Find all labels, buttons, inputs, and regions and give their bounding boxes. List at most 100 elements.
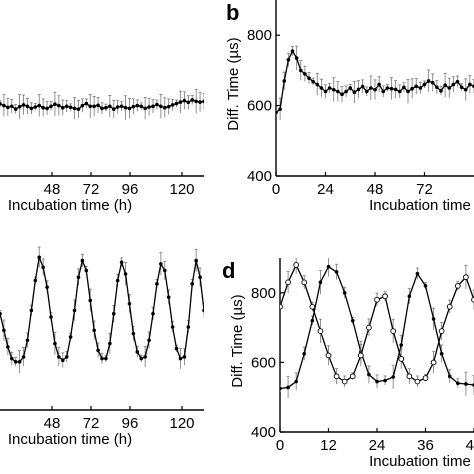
data-point (131, 104, 136, 109)
data-point (280, 386, 282, 391)
data-point (53, 341, 57, 346)
data-point-open (438, 328, 445, 334)
data-point (202, 99, 204, 104)
data-point (410, 86, 414, 91)
y-tick-label: 400 (251, 424, 276, 441)
data-point (159, 104, 163, 109)
data-point (350, 318, 355, 323)
data-point-open (325, 352, 332, 359)
data-point (391, 375, 395, 379)
data-point (327, 86, 332, 90)
panel-1: 48 72 96 120 Incubation time (h) (0, 89, 204, 214)
data-point (182, 98, 187, 103)
data-point-open (471, 296, 474, 303)
data-point (0, 102, 2, 106)
data-point-open (463, 274, 469, 280)
data-point (315, 82, 320, 87)
data-point (119, 260, 124, 265)
data-point (64, 355, 69, 359)
data-point (111, 311, 116, 316)
data-point (72, 106, 77, 111)
data-point (377, 82, 381, 87)
data-point (9, 104, 14, 109)
data-point (360, 84, 365, 89)
data-point (170, 325, 175, 329)
x-tick-label: 48 (44, 415, 61, 432)
y-tick-label: 600 (251, 354, 276, 371)
data-point (49, 104, 53, 109)
data-point (399, 343, 404, 347)
data-point (422, 82, 427, 87)
data-point (381, 89, 386, 94)
data-point (463, 87, 468, 92)
data-point (115, 278, 120, 283)
data-point (190, 282, 195, 286)
x-tick-label: 72 (416, 181, 433, 198)
data-point (29, 106, 34, 111)
y-tick-label: 800 (247, 27, 272, 44)
data-point (451, 82, 456, 87)
data-point (310, 318, 315, 323)
data-point (202, 308, 204, 313)
data-point (84, 268, 89, 273)
data-point (340, 92, 344, 97)
data-point (423, 284, 428, 288)
data-point (96, 348, 100, 353)
data-point-open (366, 324, 372, 331)
x-axis-label: Incubation time (369, 197, 471, 214)
data-point-open (454, 282, 461, 289)
data-point (375, 379, 379, 384)
plot-area (276, 45, 474, 121)
data-point (464, 382, 468, 386)
data-point (418, 86, 423, 90)
panel-label: d (222, 258, 235, 283)
data-point-open (357, 352, 364, 359)
data-point (414, 84, 419, 89)
x-tick-label: 24 (317, 181, 334, 198)
data-point (45, 285, 49, 289)
data-point (406, 89, 410, 94)
data-point (307, 76, 311, 80)
data-point (278, 107, 282, 111)
data-point (174, 101, 179, 106)
data-point (439, 351, 444, 356)
y-axis-label: Diff. Time (µs) (225, 37, 242, 130)
data-point (127, 106, 132, 111)
data-point-open (341, 378, 348, 385)
data-point-open (414, 378, 421, 385)
data-point (190, 98, 195, 102)
data-point (166, 104, 171, 109)
data-point (383, 378, 387, 383)
data-point (72, 308, 77, 313)
data-point (290, 49, 295, 53)
x-tick-label: 120 (169, 415, 194, 432)
data-point (92, 104, 96, 109)
data-point (100, 356, 104, 361)
data-point (119, 104, 124, 109)
data-point (25, 104, 30, 109)
data-point (88, 298, 93, 303)
data-point (41, 265, 45, 270)
data-point (369, 86, 373, 90)
data-point (311, 79, 315, 84)
data-point (60, 358, 65, 363)
data-point (373, 87, 377, 92)
data-point (147, 105, 151, 109)
data-point (104, 105, 108, 110)
data-point (178, 356, 183, 361)
x-tick-label: 24 (369, 437, 386, 454)
data-point (68, 335, 73, 339)
data-point-open (382, 293, 388, 300)
data-point-open (317, 328, 324, 334)
data-point (186, 100, 191, 105)
data-point (286, 385, 290, 390)
data-point (6, 105, 10, 110)
x-tick-label: 96 (122, 415, 139, 432)
data-point (194, 99, 198, 104)
data-point (60, 105, 65, 110)
data-point (0, 311, 2, 316)
data-point (2, 328, 6, 333)
x-tick-label: 72 (83, 181, 100, 198)
data-point (127, 301, 132, 306)
plot-area (0, 89, 204, 120)
